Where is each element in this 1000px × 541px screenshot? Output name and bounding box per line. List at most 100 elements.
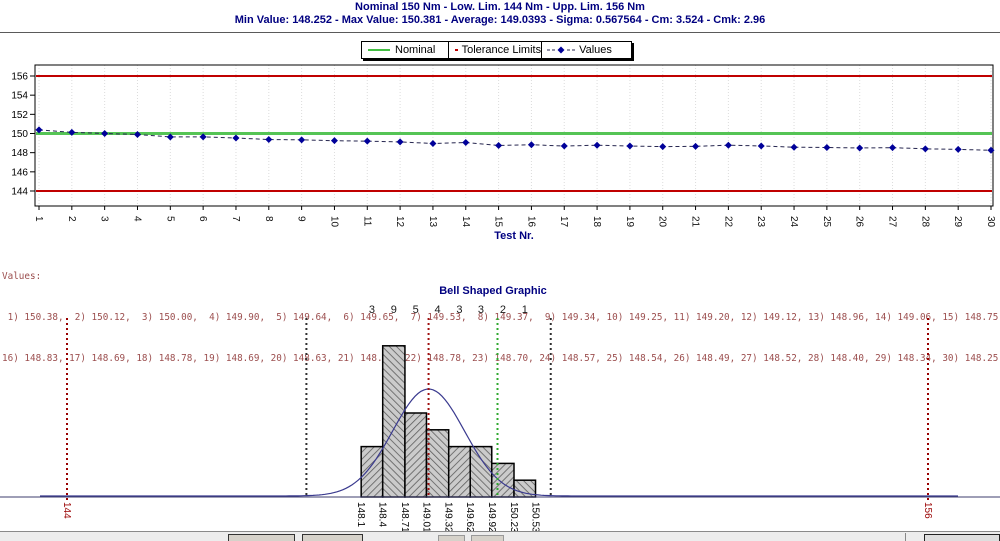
x-tick-label: 1 [33, 216, 44, 222]
value-marker [232, 134, 240, 142]
x-tick-label: 30 [985, 216, 996, 228]
x-tick-label: 27 [887, 216, 898, 228]
nominal-line-icon [368, 49, 390, 51]
x-tick-label: 9 [296, 216, 307, 222]
bin-edge-label: 149.32 [443, 502, 454, 531]
legend-item-tolerance: Tolerance Limits [448, 42, 541, 58]
bottom-toolbar [0, 531, 1000, 541]
value-marker [724, 141, 732, 149]
tolerance-line-icon [455, 49, 458, 51]
limit-label: 144 [61, 502, 72, 519]
toolbar-button[interactable] [438, 535, 465, 541]
toolbar-panel[interactable] [924, 534, 1000, 541]
values-line-2: 16) 148.83, 17) 148.69, 18) 148.78, 19) … [2, 352, 999, 364]
header-limits-line: Nominal 150 Nm - Low. Lim. 144 Nm - Upp.… [355, 1, 645, 13]
values-marker-icon [547, 46, 576, 54]
y-tick-label: 156 [11, 72, 28, 83]
bar-count-label: 4 [435, 304, 441, 316]
value-marker [330, 137, 338, 145]
bin-edge-label: 148.71 [399, 502, 410, 531]
toolbar-button[interactable] [471, 535, 504, 541]
toolbar-divider [905, 533, 906, 541]
histogram-bar [404, 412, 428, 498]
x-tick-label: 8 [263, 216, 274, 222]
y-tick-label: 146 [11, 167, 28, 178]
values-block: Values: 1) 150.38, 2) 150.12, 3) 150.00,… [2, 243, 999, 393]
x-tick-label: 11 [361, 216, 372, 227]
legend-item-values: Values [541, 42, 631, 58]
x-tick-label: 14 [460, 216, 471, 228]
x-tick-label: 4 [131, 216, 142, 222]
values-series-line [38, 129, 992, 151]
value-marker [954, 145, 962, 153]
value-marker [527, 141, 535, 149]
chart-legend: Nominal Tolerance Limits Values [361, 41, 632, 59]
x-tick-label: 24 [788, 216, 799, 228]
bar-count-label: 3 [369, 304, 375, 316]
x-tick-label: 21 [690, 216, 701, 228]
value-marker [166, 133, 174, 141]
value-marker [692, 142, 700, 150]
value-marker [133, 130, 141, 138]
bin-edge-label: 148.4 [377, 502, 388, 527]
histogram-bar [381, 345, 406, 498]
x-tick-label: 17 [558, 216, 569, 228]
value-marker [429, 139, 437, 147]
value-marker [921, 145, 929, 153]
value-marker [987, 146, 995, 154]
bin-edge-label: 149.62 [464, 502, 475, 531]
x-tick-label: 7 [230, 216, 241, 222]
legend-label: Tolerance Limits [461, 44, 542, 56]
value-marker [593, 141, 601, 149]
value-marker [35, 126, 43, 134]
value-marker [560, 142, 568, 150]
value-marker [790, 143, 798, 151]
plot-border [34, 64, 994, 207]
value-marker [101, 129, 109, 137]
bar-count-label: 3 [478, 304, 484, 316]
x-tick-label: 15 [493, 216, 504, 228]
bar-count-label: 9 [391, 304, 397, 316]
x-tick-label: 25 [821, 216, 832, 228]
y-tick-label: 152 [11, 110, 28, 121]
histogram-bar [425, 429, 450, 498]
value-marker [495, 141, 503, 149]
value-marker [462, 139, 470, 147]
x-tick-label: 20 [657, 216, 668, 228]
value-marker [396, 138, 404, 146]
x-tick-label: 19 [624, 216, 635, 228]
x-tick-label: 6 [197, 216, 208, 222]
bin-edge-label: 150.23 [508, 502, 519, 531]
bell-chart-title: Bell Shaped Graphic [439, 285, 547, 297]
x-tick-label: 12 [394, 216, 405, 228]
toolbar-button[interactable] [228, 534, 295, 541]
x-tick-label: 10 [328, 216, 339, 228]
value-marker [757, 142, 765, 150]
y-tick-label: 150 [11, 129, 28, 140]
histogram-bar [469, 445, 493, 498]
x-tick-label: 23 [755, 216, 766, 228]
x-tick-label: 29 [952, 216, 963, 228]
value-marker [856, 144, 864, 152]
x-tick-label: 3 [99, 216, 110, 222]
bin-edge-label: 149.01 [420, 502, 431, 531]
bar-count-label: 1 [522, 304, 528, 316]
toolbar-button[interactable] [302, 534, 363, 541]
bell-histogram-chart: 3 9 5 4 3 3 2 1 148.1 148.4 148.71 149.01 149.32 149.… [0, 304, 1000, 531]
x-tick-label: 26 [854, 216, 865, 228]
y-tick-label: 144 [11, 186, 28, 197]
histogram-bar [491, 462, 515, 498]
values-title: Values: [2, 271, 42, 283]
bin-edge-label: 148.1 [355, 502, 366, 527]
x-tick-label: 16 [525, 216, 536, 228]
chart-header: Nominal 150 Nm - Low. Lim. 144 Nm - Upp.… [0, 1, 1000, 27]
value-marker [889, 144, 897, 152]
value-marker [265, 136, 273, 144]
values-line-1: 1) 150.38, 2) 150.12, 3) 150.00, 4) 149.… [2, 311, 999, 323]
header-stats-line: Min Value: 148.252 - Max Value: 150.381 … [234, 14, 766, 26]
x-tick-label: 5 [164, 216, 175, 222]
legend-label: Nominal [395, 44, 436, 56]
x-tick-label: 22 [722, 216, 733, 228]
bar-count-label: 5 [413, 304, 419, 316]
